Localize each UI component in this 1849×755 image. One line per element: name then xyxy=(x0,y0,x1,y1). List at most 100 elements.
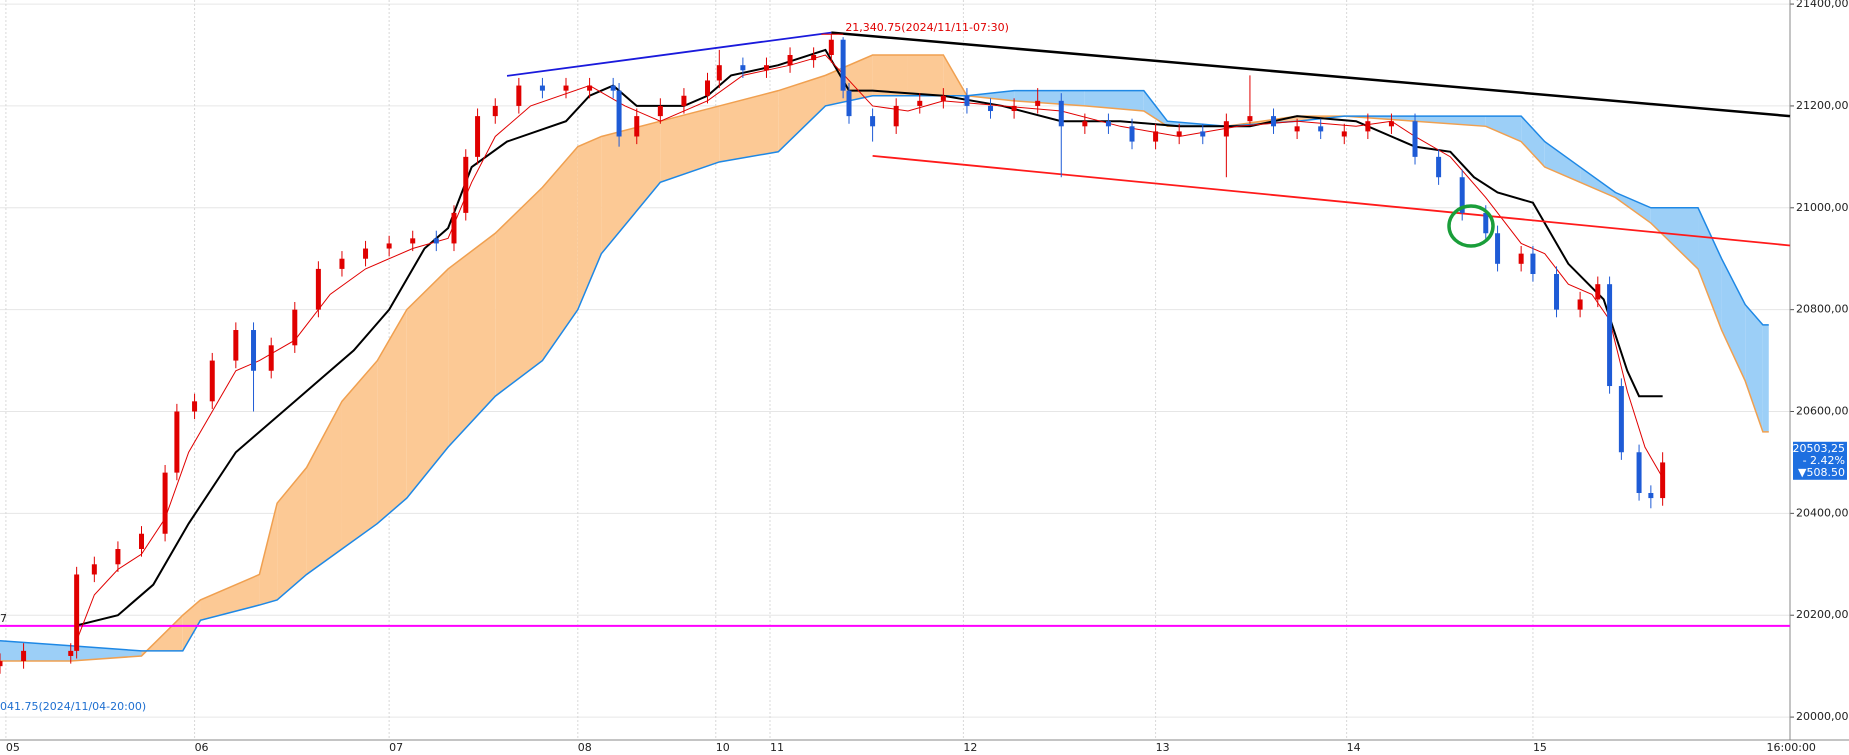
y-tick-label: 20200,00 xyxy=(1796,608,1849,621)
candle-body xyxy=(563,85,569,91)
candle-body xyxy=(1607,284,1613,387)
candle-body xyxy=(1035,100,1041,106)
cloud-fill xyxy=(1615,192,1651,224)
candle-body xyxy=(539,85,545,91)
y-tick-label: 21400,00 xyxy=(1796,0,1849,10)
candle-body xyxy=(1365,121,1371,132)
candle-body xyxy=(339,258,345,269)
candle-body xyxy=(1153,131,1159,142)
candle-body xyxy=(940,95,946,101)
cloud-span xyxy=(0,54,1769,662)
candle-body xyxy=(410,238,416,244)
candle-body xyxy=(1294,126,1300,132)
candle-body xyxy=(363,248,369,259)
cloud-fill xyxy=(277,467,307,600)
cloud-fill xyxy=(259,503,278,606)
candle-body xyxy=(516,85,522,106)
candle-body xyxy=(1660,462,1666,499)
cloud-fill xyxy=(0,640,71,662)
candle-body xyxy=(1412,121,1418,157)
cloud-fill xyxy=(495,187,543,397)
candle-body xyxy=(763,65,769,71)
y-tick-label: 20600,00 xyxy=(1796,405,1849,418)
cloud-fill xyxy=(1698,207,1722,331)
x-tick-label: 13 xyxy=(1156,741,1170,754)
candle-body xyxy=(1595,284,1601,300)
candle-body xyxy=(1058,100,1064,127)
trendline xyxy=(506,31,832,77)
candle-body xyxy=(1082,121,1088,127)
x-tick-label: 06 xyxy=(195,741,209,754)
candle-body xyxy=(1200,131,1206,137)
candle-body xyxy=(209,360,215,402)
candle-body xyxy=(1105,121,1111,127)
candle-body xyxy=(1271,116,1277,127)
candle-body xyxy=(433,238,439,244)
candle-body xyxy=(1247,116,1253,122)
cloud-fill xyxy=(542,146,578,361)
price-box-label: ▼508.50 xyxy=(1798,466,1845,479)
candle-body xyxy=(475,116,481,157)
candle-body xyxy=(1011,105,1017,112)
cloud-fill xyxy=(966,90,1015,101)
candle-body xyxy=(1436,156,1442,178)
candle-body xyxy=(681,95,687,106)
candle-body xyxy=(1554,273,1560,310)
indicator-line xyxy=(76,48,1663,627)
candle-body xyxy=(268,345,274,371)
candle-body xyxy=(68,650,74,656)
x-tick-label: 15 xyxy=(1533,741,1547,754)
x-tick-label: 10 xyxy=(716,741,730,754)
x-tick-label: 14 xyxy=(1347,741,1361,754)
candle-body xyxy=(787,55,793,66)
candle-body xyxy=(870,116,876,127)
candle-body xyxy=(1495,233,1501,264)
candle-body xyxy=(705,80,711,96)
cloud-fill xyxy=(406,268,449,499)
candle-body xyxy=(1223,121,1229,137)
candle-body xyxy=(74,574,80,651)
candle-body xyxy=(917,100,923,106)
cloud-fill xyxy=(1544,141,1581,183)
price-box xyxy=(1793,441,1847,480)
y-tick-label: 21000,00 xyxy=(1796,201,1849,214)
candle-body xyxy=(811,55,817,61)
trendline xyxy=(831,31,1791,118)
candle-body xyxy=(1388,121,1394,127)
x-tick-label: 12 xyxy=(963,741,977,754)
candle-body xyxy=(988,105,994,112)
candle-body xyxy=(610,85,616,91)
cloud-fill xyxy=(341,360,378,550)
x-tick-label: 07 xyxy=(389,741,403,754)
candle-body xyxy=(1176,131,1182,137)
y-tick-label: 21200,00 xyxy=(1796,99,1849,112)
candle-body xyxy=(1341,131,1347,137)
cloud-fill xyxy=(1650,207,1699,269)
candle-body xyxy=(1129,126,1135,142)
candle-body xyxy=(587,85,593,91)
candle-body xyxy=(251,330,257,371)
cloud-fill xyxy=(907,55,944,96)
candle-body xyxy=(1618,386,1624,453)
price-box-label: 20503,25 xyxy=(1793,442,1846,455)
candle-body xyxy=(162,472,168,534)
candle-body xyxy=(386,243,392,249)
cloud-fill xyxy=(872,55,908,96)
y-tick-label: 20400,00 xyxy=(1796,506,1849,519)
candle-body xyxy=(828,39,834,56)
candle-body xyxy=(21,650,27,662)
annotation: 21,340.75(2024/11/11-07:30) xyxy=(845,21,1009,34)
candle-body xyxy=(716,65,722,81)
cloud-fill xyxy=(660,105,720,183)
x-tick-label: 16:00:00 xyxy=(1767,741,1816,754)
x-tick-label: 08 xyxy=(578,741,592,754)
cloud-fill xyxy=(1721,258,1746,381)
price-box-label: - 2.42% xyxy=(1803,454,1845,467)
cloud-fill xyxy=(1745,304,1763,432)
cloud-fill xyxy=(448,233,496,448)
candle-body xyxy=(451,212,457,244)
candle-body xyxy=(1518,253,1524,264)
candle-body xyxy=(174,411,180,473)
cloud-fill xyxy=(719,90,779,162)
candle-body xyxy=(115,549,121,565)
